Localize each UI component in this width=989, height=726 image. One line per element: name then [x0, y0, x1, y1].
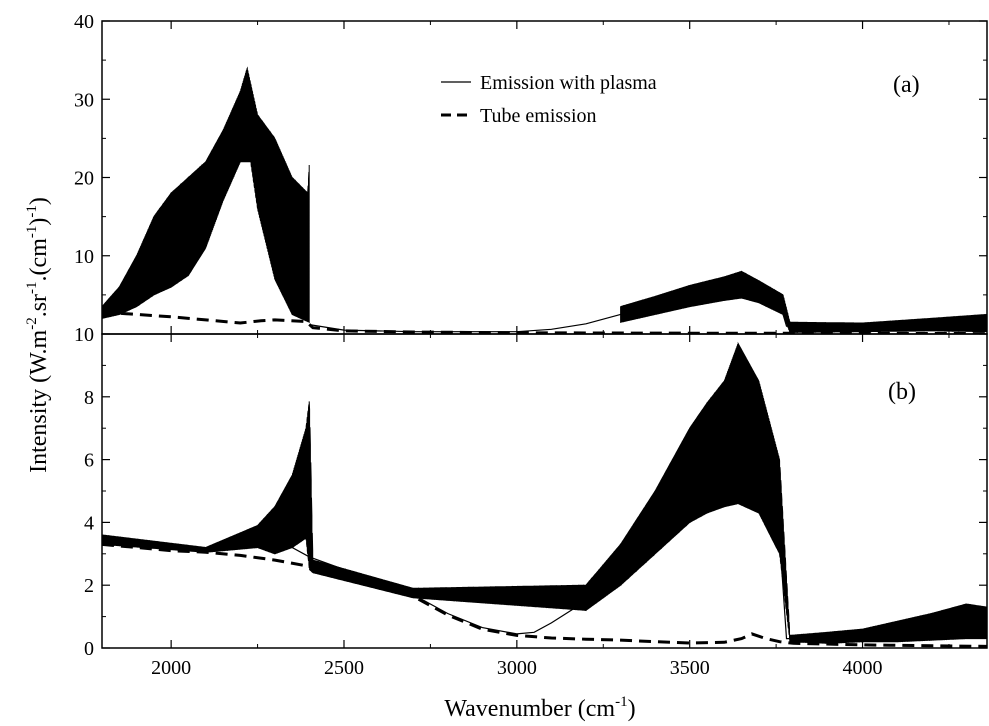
y-tick-label-b: 2	[84, 575, 94, 597]
plasma-emission-band-low-a	[102, 66, 310, 324]
y-axis-title-part-3: .sr	[26, 294, 52, 317]
panel-a-label: (a)	[893, 72, 920, 98]
y-tick-label-b: 10	[74, 324, 94, 346]
panel-a-frame	[101, 20, 988, 335]
x-tick-label: 3500	[670, 657, 710, 679]
y-axis-title-part-2: -2	[24, 317, 40, 330]
y-axis-title-part-8: -1	[24, 205, 40, 218]
y-axis-title-part-4: -1	[24, 281, 40, 294]
y-tick-label-a: 10	[74, 246, 94, 268]
y-axis-title-part-6: -1	[24, 226, 40, 239]
panel-b-data-layer	[102, 341, 987, 648]
x-axis-title-main: Wavenumber (cm	[444, 696, 615, 722]
y-axis-title-part-7: )	[26, 218, 52, 226]
legend-label-emission-with-plasma: Emission with plasma	[480, 72, 657, 94]
panel-b-ticks: 0 2 4 6 8 10 2000 2500 3000 3500 4000	[74, 324, 987, 679]
panel-a-plot: 10 20 30 40 (a) Emission with plasma Tube e…	[74, 11, 988, 335]
plasma-emission-band-high-b	[102, 341, 987, 644]
tube-emission-line-a	[102, 310, 987, 334]
y-tick-label-b: 4	[84, 512, 94, 534]
plasma-emission-line-b	[102, 480, 987, 640]
y-axis-title-part-1: Intensity (W.m	[26, 329, 52, 472]
x-tick-label: 2000	[151, 657, 191, 679]
panel-b-plot: 0 2 4 6 8 10 2000 2500 3000 3500 4000 (b)	[74, 324, 988, 679]
y-tick-label-b: 0	[84, 638, 94, 660]
x-axis-title: Wavenumber (cm-1)	[444, 694, 635, 722]
y-tick-label-a: 40	[74, 11, 94, 33]
x-tick-label: 2500	[324, 657, 364, 679]
y-tick-label-a: 20	[74, 168, 94, 190]
y-axis-title-part-9: )	[26, 197, 52, 205]
legend: Emission with plasma Tube emission	[441, 72, 657, 127]
panel-b-label: (b)	[888, 379, 916, 405]
y-axis-title-part-5: .(cm	[26, 238, 52, 282]
y-tick-label-b: 6	[84, 450, 94, 472]
y-axis-title: Intensity (W.m-2.sr-1.(cm-1)-1)	[24, 197, 52, 473]
x-tick-label: 3000	[497, 657, 537, 679]
plasma-emission-band-high-a	[620, 270, 987, 334]
y-tick-label-a: 30	[74, 89, 94, 111]
panel-a-ticks: 10 20 30 40	[74, 11, 987, 334]
x-tick-label: 4000	[843, 657, 883, 679]
x-axis-title-end: )	[628, 696, 636, 722]
panel-a-data-layer	[102, 66, 987, 334]
y-tick-label-b: 8	[84, 387, 94, 409]
tube-emission-line-b	[102, 542, 987, 648]
legend-label-tube-emission: Tube emission	[480, 105, 597, 127]
x-axis-title-superscript: -1	[615, 694, 628, 710]
